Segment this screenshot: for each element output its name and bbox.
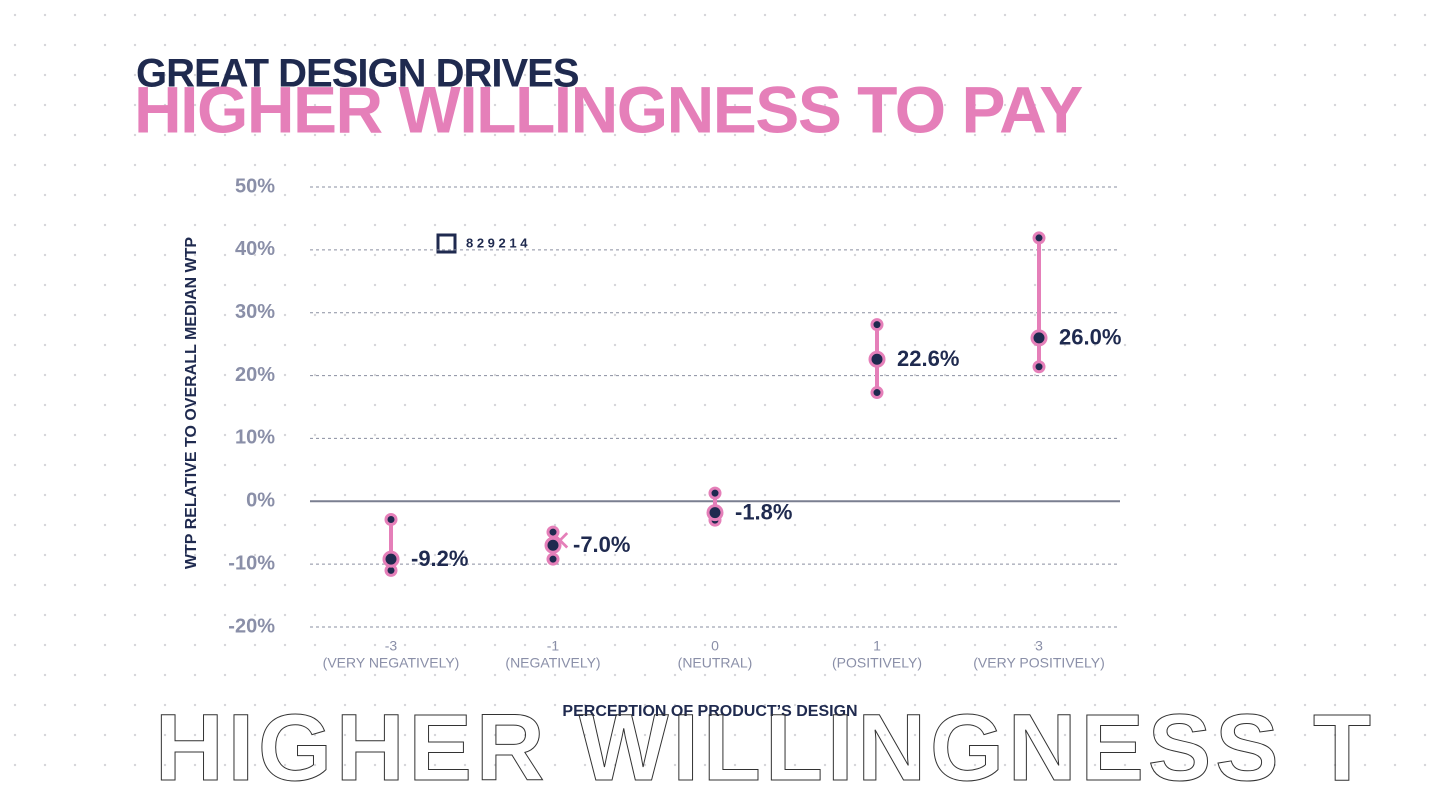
error-cap	[1032, 231, 1046, 245]
error-cap	[546, 525, 560, 539]
x-tick-label: -3	[385, 638, 398, 654]
square-icon	[436, 233, 457, 254]
y-tick-label: 20%	[235, 364, 275, 386]
y-tick-label: -10%	[228, 552, 275, 574]
y-axis-label: WTP RELATIVE TO OVERALL MEDIAN WTP	[183, 237, 200, 569]
x-tick-label: 3	[1035, 638, 1043, 654]
error-cap	[546, 552, 560, 566]
error-cap	[1032, 360, 1046, 374]
point	[868, 350, 886, 368]
value-label: -9.2%	[411, 546, 468, 571]
title-line-2: HIGHER WILLINGNESS TO PAY	[134, 72, 1082, 146]
y-tick-label: 30%	[235, 301, 275, 323]
point	[544, 536, 562, 554]
code-label: 8 2 9 2 1 4	[466, 235, 528, 250]
y-tick-label: 0%	[246, 490, 275, 512]
y-tick-label: 10%	[235, 427, 275, 449]
y-tick-label: -20%	[228, 615, 275, 637]
x-tick-label: 1	[873, 638, 881, 654]
value-label: 26.0%	[1059, 325, 1121, 350]
value-label: 22.6%	[897, 346, 959, 371]
x-tick-description: (NEUTRAL)	[678, 655, 753, 671]
error-cap	[870, 386, 884, 400]
point	[382, 550, 400, 568]
error-cap	[708, 486, 722, 500]
x-tick-label: -1	[547, 638, 560, 654]
x-tick-description: (VERY POSITIVELY)	[973, 655, 1105, 671]
y-tick-label: 40%	[235, 238, 275, 260]
point	[706, 504, 724, 522]
error-cap	[870, 318, 884, 332]
y-tick-label: 50%	[235, 175, 275, 197]
background-outline-text: HIGHER WILLINGNESS T	[155, 695, 1375, 790]
x-tick-description: (VERY NEGATIVELY)	[323, 655, 460, 671]
x-tick-label: 0	[711, 638, 719, 654]
error-cap	[384, 513, 398, 527]
value-label: -7.0%	[573, 532, 630, 557]
x-tick-description: (NEGATIVELY)	[505, 655, 600, 671]
value-label: -1.8%	[735, 499, 792, 524]
x-tick-description: (POSITIVELY)	[832, 655, 922, 671]
point	[1030, 329, 1048, 347]
x-axis-label: PERCEPTION OF PRODUCT’S DESIGN	[562, 703, 857, 720]
title-line-1: GREAT DESIGN DRIVES	[136, 52, 579, 96]
